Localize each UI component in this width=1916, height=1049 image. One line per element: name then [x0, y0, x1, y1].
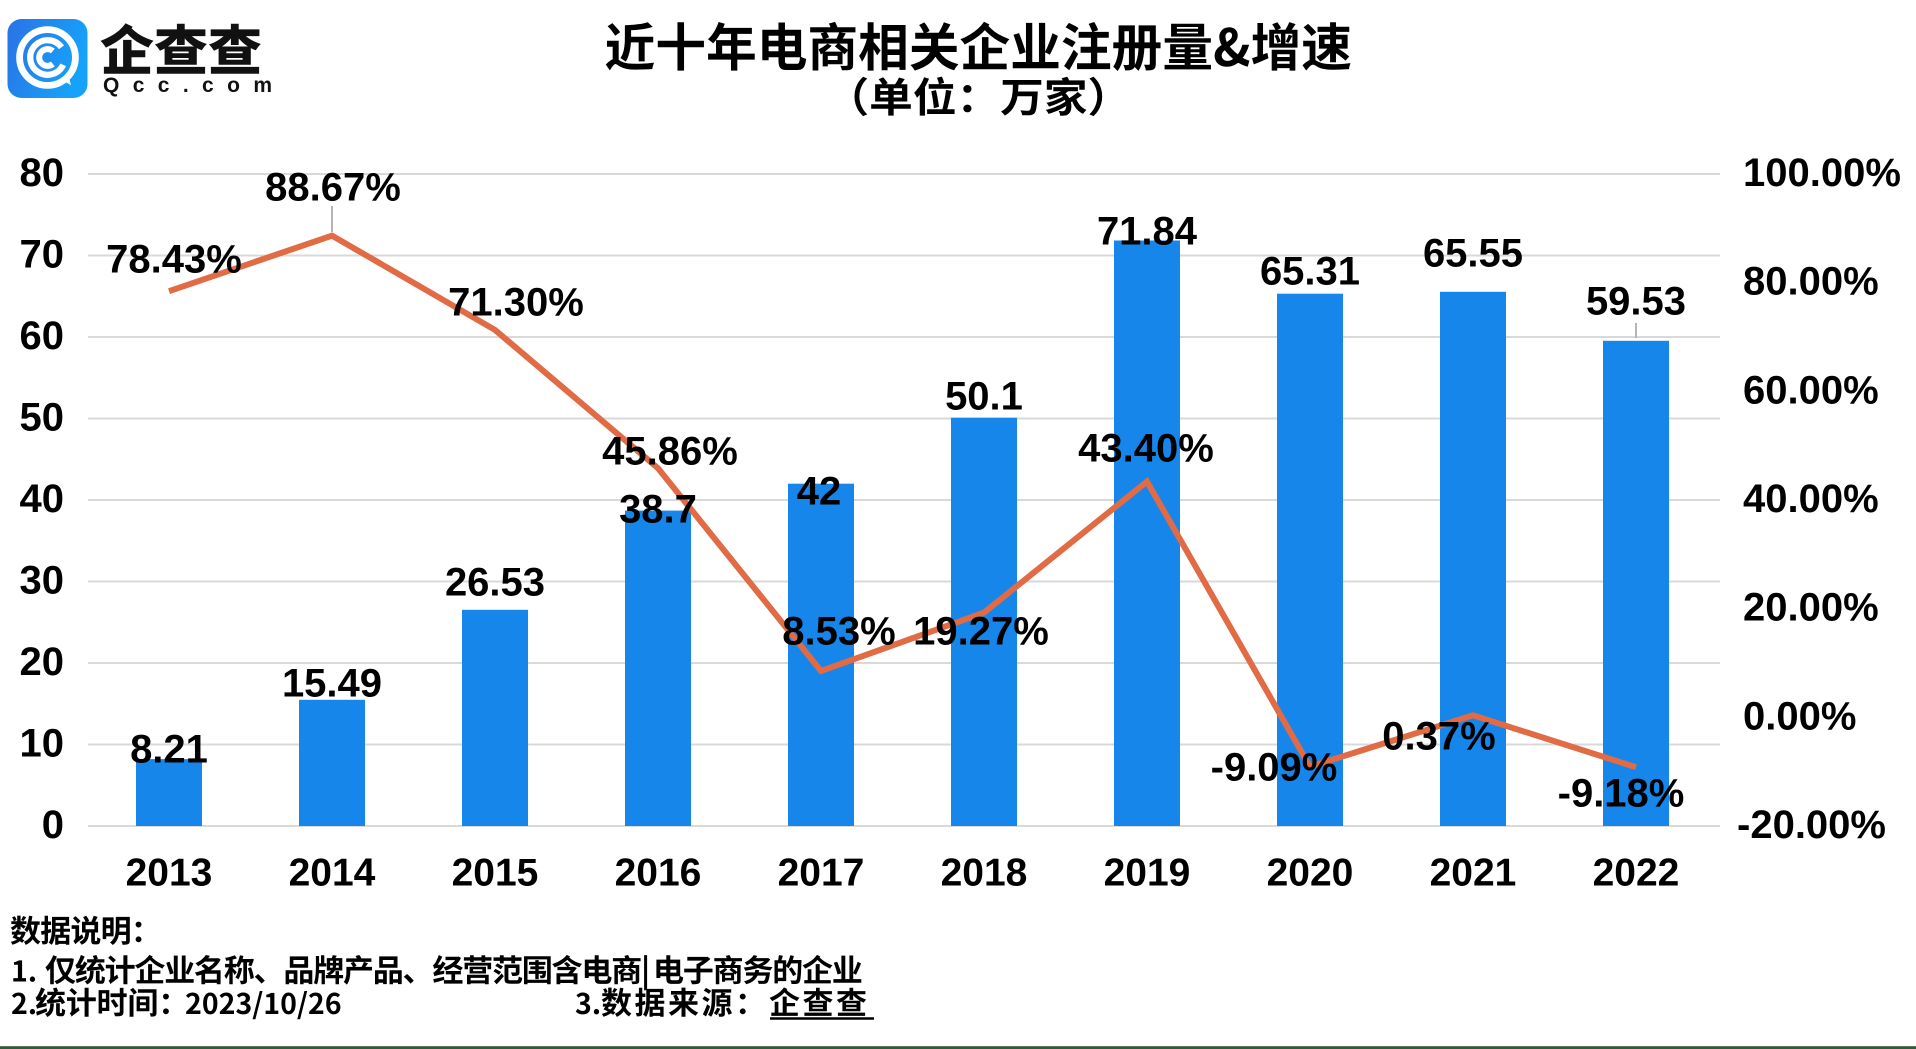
svg-text:71.30%: 71.30% [448, 281, 584, 325]
svg-text:15.49: 15.49 [282, 662, 382, 706]
svg-text:-20.00%: -20.00% [1737, 803, 1886, 847]
svg-text:78.43%: 78.43% [106, 238, 242, 282]
svg-text:40: 40 [20, 477, 65, 521]
svg-text:20.00%: 20.00% [1743, 586, 1879, 630]
svg-text:100.00%: 100.00% [1743, 151, 1901, 195]
svg-text:59.53: 59.53 [1586, 280, 1686, 324]
svg-text:65.55: 65.55 [1423, 232, 1523, 276]
svg-text:2021: 2021 [1430, 852, 1517, 895]
svg-text:8.53%: 8.53% [782, 610, 895, 654]
svg-text:42: 42 [797, 470, 842, 514]
svg-text:50.1: 50.1 [945, 375, 1023, 419]
svg-text:2014: 2014 [289, 852, 376, 895]
svg-text:26.53: 26.53 [445, 561, 545, 605]
svg-text:88.67%: 88.67% [265, 166, 401, 210]
svg-text:71.84: 71.84 [1097, 210, 1198, 254]
svg-text:0.00%: 0.00% [1743, 694, 1856, 738]
svg-text:10: 10 [20, 722, 65, 766]
svg-text:2017: 2017 [778, 852, 865, 895]
svg-text:20: 20 [20, 640, 65, 684]
svg-text:43.40%: 43.40% [1078, 427, 1214, 471]
svg-text:80: 80 [20, 151, 65, 195]
svg-text:2018: 2018 [941, 852, 1028, 895]
svg-text:-9.09%: -9.09% [1211, 746, 1338, 790]
svg-text:2013: 2013 [126, 852, 213, 895]
svg-text:8.21: 8.21 [130, 728, 208, 772]
svg-text:80.00%: 80.00% [1743, 260, 1879, 304]
svg-text:70: 70 [20, 233, 65, 277]
svg-text:2015: 2015 [452, 852, 539, 895]
svg-text:19.27%: 19.27% [913, 610, 1049, 654]
svg-text:2019: 2019 [1104, 852, 1191, 895]
svg-text:2020: 2020 [1267, 852, 1354, 895]
svg-text:0: 0 [42, 803, 64, 847]
svg-text:30: 30 [20, 559, 65, 603]
svg-text:-9.18%: -9.18% [1558, 772, 1685, 816]
svg-text:60.00%: 60.00% [1743, 368, 1879, 412]
svg-text:65.31: 65.31 [1260, 250, 1360, 294]
svg-text:2022: 2022 [1593, 852, 1680, 895]
svg-text:2016: 2016 [615, 852, 702, 895]
svg-text:0.37%: 0.37% [1382, 715, 1495, 759]
svg-text:60: 60 [20, 314, 65, 358]
svg-text:40.00%: 40.00% [1743, 477, 1879, 521]
svg-text:45.86%: 45.86% [602, 430, 738, 474]
svg-text:38.7: 38.7 [619, 488, 697, 532]
svg-text:50: 50 [20, 396, 65, 440]
